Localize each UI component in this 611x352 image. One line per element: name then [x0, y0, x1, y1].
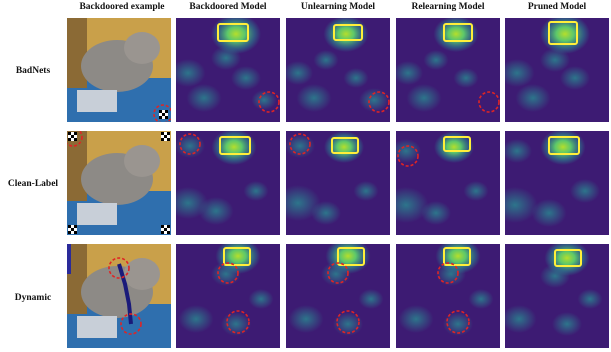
heatmap-clean-label-unlearning-model [286, 131, 390, 235]
heatmap-blob [251, 90, 277, 110]
heatmap-blob [211, 131, 257, 165]
attention-box [443, 23, 473, 42]
trigger-circle [67, 131, 83, 147]
column-header-unlearning-model: Unlearning Model [300, 2, 376, 12]
heatmap-blob [353, 181, 379, 201]
trigger-circle [446, 310, 470, 334]
attention-box [333, 24, 363, 41]
trigger-circle [336, 310, 360, 334]
heatmap-blob [540, 48, 570, 72]
attention-box [548, 136, 580, 155]
heatmap-blob [560, 66, 590, 90]
heatmap-blob [453, 68, 479, 88]
heatmap-badnets-pruned-model [505, 18, 609, 122]
heatmap-blob [286, 61, 313, 85]
example-image-dynamic [67, 244, 171, 348]
heatmap-blob [531, 199, 567, 227]
column-header-pruned-model: Pruned Model [527, 2, 587, 12]
heatmap-blob [434, 131, 474, 163]
heatmap-blob [505, 59, 535, 87]
heatmap-dynamic-unlearning-model [286, 244, 390, 348]
heatmap-blob [406, 84, 442, 112]
heatmap-blob [423, 50, 449, 70]
heatmap-blob [398, 305, 434, 333]
attention-box [223, 247, 251, 266]
heatmap-blob [221, 312, 251, 336]
heatmap-blob [211, 46, 241, 70]
heatmap-blob [436, 262, 466, 286]
heatmap-blob [396, 139, 421, 163]
trigger-circle [108, 257, 130, 279]
heatmap-blob [343, 68, 369, 88]
heatmap-clean-label-backdoored-model [176, 131, 280, 235]
trigger-circle [437, 262, 459, 284]
heatmap-blob [570, 179, 600, 203]
heatmap-blob [468, 289, 494, 309]
heatmap-blob [288, 305, 324, 333]
row-label-badnets: BadNets [15, 66, 51, 76]
attention-box [217, 23, 249, 42]
heatmap-blob [540, 264, 570, 288]
example-image-clean-label [67, 131, 171, 235]
trigger-circle [289, 133, 311, 155]
trigger-circle [327, 262, 349, 284]
heatmap-blob [421, 201, 451, 225]
heatmap-blob [505, 139, 532, 163]
attention-box [443, 136, 471, 152]
heatmap-clean-label-relearning-model [396, 131, 500, 235]
heatmap-badnets-backdoored-model [176, 18, 280, 122]
example-image-badnets [67, 18, 171, 122]
heatmap-blob [311, 201, 341, 225]
attention-box [554, 249, 582, 267]
heatmap-blob [515, 84, 551, 112]
heatmap-blob [176, 59, 206, 87]
heatmap-blob [552, 312, 582, 336]
heatmap-dynamic-relearning-model [396, 244, 500, 348]
trigger-circle [153, 104, 171, 122]
attention-box [548, 21, 578, 45]
heatmap-blob [186, 84, 222, 112]
trigger-circle [478, 91, 500, 113]
heatmap-blob [540, 131, 586, 165]
heatmap-dynamic-pruned-model [505, 244, 609, 348]
heatmap-blob [313, 50, 339, 70]
heatmap-blob [505, 305, 537, 333]
heatmap-blob [463, 181, 489, 201]
trigger-circle [258, 91, 280, 113]
heatmap-blob [396, 187, 429, 223]
trigger-circle [368, 91, 390, 113]
heatmap-blob [198, 197, 234, 225]
attention-box [219, 136, 251, 155]
heatmap-dynamic-backdoored-model [176, 244, 280, 348]
heatmap-blob [396, 61, 423, 85]
trigger-circle [120, 313, 142, 335]
heatmap-badnets-unlearning-model [286, 18, 390, 122]
column-header-backdoored-example: Backdoored example [79, 2, 165, 12]
trigger-circle [226, 310, 250, 334]
heatmap-blob [243, 181, 269, 201]
heatmap-blob [296, 84, 332, 112]
attention-box [331, 137, 359, 154]
attention-box [443, 247, 471, 266]
row-label-dynamic: Dynamic [14, 293, 52, 303]
heatmap-blob [505, 187, 538, 223]
trigger-circle [397, 145, 419, 167]
heatmap-blob [231, 66, 261, 90]
trigger-circle [217, 262, 239, 284]
heatmap-blob [178, 305, 214, 333]
column-header-backdoored-model: Backdoored Model [189, 2, 267, 12]
row-label-clean-label: Clean-Label [7, 179, 59, 189]
heatmap-blob [359, 88, 389, 112]
heatmap-badnets-relearning-model [396, 18, 500, 122]
heatmap-clean-label-pruned-model [505, 131, 609, 235]
heatmap-blob [358, 289, 384, 309]
heatmap-blob [248, 289, 274, 309]
attention-box [337, 247, 365, 266]
heatmap-blob [577, 289, 603, 309]
column-header-relearning-model: Relearning Model [411, 2, 485, 12]
trigger-circle [179, 133, 201, 155]
